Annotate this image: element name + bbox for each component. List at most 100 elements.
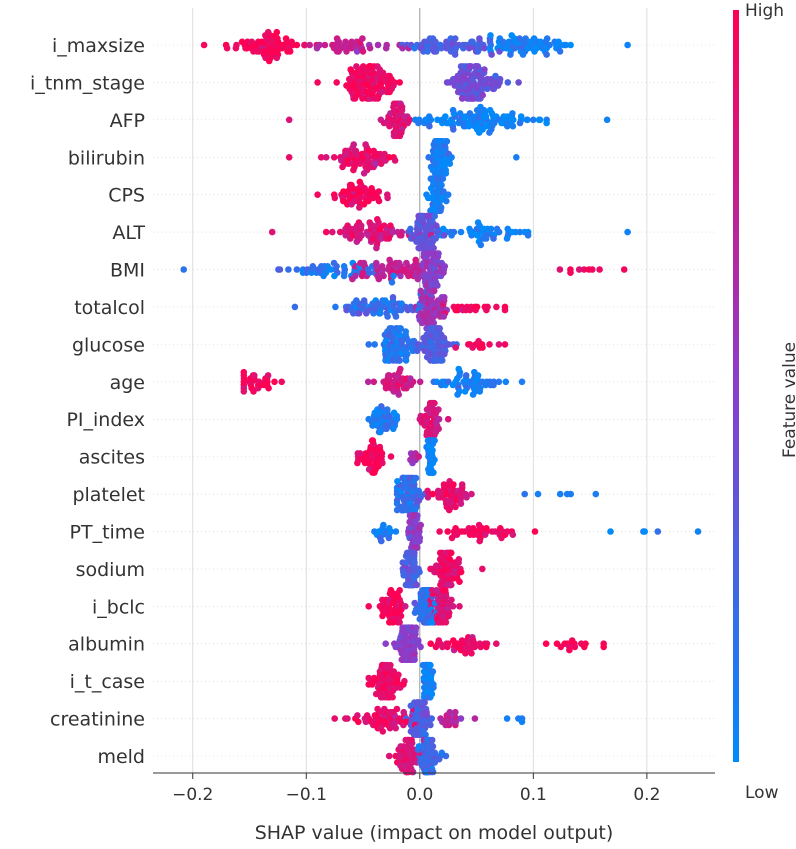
feature-label: CPS [108,185,145,207]
shap-point [469,637,477,644]
shap-point [343,306,350,314]
shap-point [417,643,424,651]
shap-point [499,38,507,46]
shap-point [451,35,459,42]
shap-point [397,365,404,373]
shap-point [384,406,391,413]
colorbar: High Low Feature value [733,1,796,803]
shap-point [462,650,469,657]
shap-point [384,194,391,202]
shap-point [335,38,343,46]
shap-point [476,388,484,395]
shap-point [180,266,187,273]
shap-point [433,378,441,386]
shap-point [264,372,272,379]
shap-point [543,51,550,58]
shap-point [487,32,494,39]
shap-point [481,531,489,538]
shap-point [441,170,449,177]
shap-point [306,41,314,49]
shap-point [490,235,497,242]
shap-point [440,334,448,342]
shap-point [386,72,393,80]
shap-point [454,391,461,398]
shap-point [408,736,415,744]
shap-point [370,469,377,476]
shap-point [416,568,423,576]
shap-point [603,116,611,124]
shap-point [418,212,426,220]
shap-point [422,731,429,738]
shap-point [495,378,503,386]
shap-point [445,612,453,620]
shap-point [200,41,208,49]
feature-label: sodium [76,559,145,581]
shap-point [410,506,418,514]
shap-point [448,154,455,161]
shap-point [431,749,439,757]
shap-point [406,116,414,124]
shap-point [442,113,449,120]
shap-point [391,157,399,164]
shap-point [396,79,404,86]
shap-point [440,232,448,239]
shap-point [407,381,415,389]
shap-point [392,528,400,535]
shap-point [413,581,420,589]
shap-point [473,303,481,311]
shap-point [372,690,380,698]
shap-point [432,235,439,242]
shap-point [432,310,439,317]
shap-point [329,228,336,236]
shap-point [455,556,463,563]
shap-point [441,263,449,270]
shap-point [488,51,495,58]
shap-point [386,122,393,130]
shap-point [357,222,365,229]
x-tick-label: −0.2 [172,785,213,805]
shap-point [536,116,544,124]
shap-point [451,51,459,58]
shap-point [435,415,443,423]
shap-point [371,341,379,348]
shap-point [377,428,384,436]
shap-point [356,160,364,167]
shap-point [331,194,339,202]
shap-point [491,119,498,127]
shap-point [469,344,476,351]
shap-point [456,578,463,585]
feature-label: i_bclc [92,596,145,618]
shap-point [429,619,436,626]
shap-point [353,48,361,55]
shap-point [379,728,387,735]
grid-layer [192,8,648,773]
shap-point [521,490,528,498]
shap-point [395,671,402,679]
shap-point [301,41,309,49]
shap-point [482,113,490,120]
shap-point [503,715,511,722]
shap-point [387,453,395,460]
shap-point [442,619,450,626]
colorbar-title: Feature value [780,342,796,458]
shap-point [322,154,330,161]
shap-point [543,35,551,42]
shap-point [332,303,339,311]
shap-point [466,110,474,117]
shap-point [459,95,466,102]
shap-point [567,269,574,277]
shap-point [424,48,431,55]
shap-point [522,35,529,42]
shap-point [402,603,409,610]
shap-point [462,372,470,379]
shap-point [240,368,248,376]
shap-point [504,79,512,86]
shap-point [360,259,368,267]
shap-point [385,412,393,420]
shap-point [486,341,493,348]
shap-point [412,474,420,482]
shap-point [395,391,403,398]
shap-point [364,378,372,386]
shap-point [340,263,348,270]
shap-point [285,266,292,273]
